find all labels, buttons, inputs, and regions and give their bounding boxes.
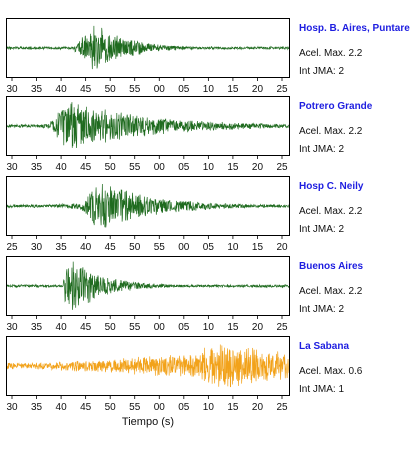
tick-label: 10 bbox=[227, 242, 239, 252]
tick-label: 45 bbox=[80, 84, 92, 94]
tick-label: 50 bbox=[105, 402, 117, 412]
int-jma-label: Int JMA: 2 bbox=[299, 224, 345, 235]
waveform-trace bbox=[7, 25, 289, 70]
tick-label: 40 bbox=[56, 84, 68, 94]
tick-label: 55 bbox=[129, 402, 141, 412]
tick-label: 10 bbox=[203, 322, 215, 332]
tick-label: 05 bbox=[178, 322, 190, 332]
tick-label: 00 bbox=[154, 162, 166, 172]
tick-label: 15 bbox=[227, 162, 239, 172]
tick-label: 40 bbox=[56, 402, 68, 412]
time-axis: 30 35 40 45 50 55 00 05 10 15 20 25 bbox=[6, 78, 288, 94]
tick-label: 40 bbox=[56, 162, 68, 172]
tick-label: 55 bbox=[129, 84, 141, 94]
tick-label: 35 bbox=[31, 402, 43, 412]
time-axis: 25 30 35 40 45 50 55 00 05 10 15 20 bbox=[6, 236, 288, 252]
waveform-trace bbox=[7, 344, 289, 388]
tick-label: 00 bbox=[154, 402, 166, 412]
tick-label: 15 bbox=[252, 242, 264, 252]
tick-label: 30 bbox=[6, 84, 18, 94]
tick-label: 05 bbox=[178, 162, 190, 172]
tick-label: 40 bbox=[56, 322, 68, 332]
int-jma-label: Int JMA: 2 bbox=[299, 304, 345, 315]
station-name: Buenos Aires bbox=[299, 261, 364, 272]
time-axis: 30 35 40 45 50 55 00 05 10 15 20 25 bbox=[6, 396, 288, 412]
int-jma-label: Int JMA: 2 bbox=[299, 66, 345, 77]
tick-label: 35 bbox=[31, 84, 43, 94]
x-axis-label: Tiempo (s) bbox=[121, 416, 175, 428]
tick-label: 45 bbox=[80, 402, 92, 412]
tick-label: 35 bbox=[31, 162, 43, 172]
tick-label: 30 bbox=[6, 322, 18, 332]
int-jma-label: Int JMA: 1 bbox=[299, 384, 345, 395]
acel-max-label: Acel. Max. 2.2 bbox=[299, 286, 363, 297]
station-name: Hosp. B. Aires, Puntare bbox=[299, 23, 410, 34]
tick-label: 25 bbox=[276, 322, 288, 332]
tick-label: 20 bbox=[252, 84, 264, 94]
tick-label: 45 bbox=[105, 242, 117, 252]
waveform-svg bbox=[7, 102, 289, 149]
tick-label: 10 bbox=[203, 402, 215, 412]
tick-label: 25 bbox=[276, 402, 288, 412]
tick-label: 00 bbox=[154, 84, 166, 94]
tick-label: 00 bbox=[178, 242, 190, 252]
waveform-svg bbox=[7, 261, 289, 310]
tick-label: 30 bbox=[6, 402, 18, 412]
acel-max-label: Acel. Max. 2.2 bbox=[299, 206, 363, 217]
waveform-svg bbox=[7, 344, 289, 388]
waveform-trace bbox=[7, 102, 289, 149]
tick-label: 25 bbox=[276, 84, 288, 94]
tick-label: 45 bbox=[80, 322, 92, 332]
tick-label: 25 bbox=[276, 162, 288, 172]
waveform-svg bbox=[7, 184, 289, 228]
acel-max-label: Acel. Max. 2.2 bbox=[299, 48, 363, 59]
tick-label: 35 bbox=[56, 242, 68, 252]
tick-label: 20 bbox=[252, 322, 264, 332]
waveform-panel-4 bbox=[6, 256, 290, 316]
acel-max-label: Acel. Max. 2.2 bbox=[299, 126, 363, 137]
tick-label: 35 bbox=[31, 322, 43, 332]
tick-label: 25 bbox=[6, 242, 18, 252]
waveform-panel-2 bbox=[6, 96, 290, 156]
tick-label: 55 bbox=[129, 322, 141, 332]
tick-label: 05 bbox=[178, 84, 190, 94]
tick-label: 20 bbox=[252, 162, 264, 172]
tick-label: 10 bbox=[203, 84, 215, 94]
time-axis: 30 35 40 45 50 55 00 05 10 15 20 25 bbox=[6, 156, 288, 172]
waveform-panel-3 bbox=[6, 176, 290, 236]
tick-label: 00 bbox=[154, 322, 166, 332]
tick-label: 55 bbox=[154, 242, 166, 252]
tick-label: 50 bbox=[129, 242, 141, 252]
int-jma-label: Int JMA: 2 bbox=[299, 144, 345, 155]
tick-label: 15 bbox=[227, 322, 239, 332]
waveform-panel-1 bbox=[6, 18, 290, 78]
tick-label: 50 bbox=[105, 322, 117, 332]
tick-label: 45 bbox=[80, 162, 92, 172]
tick-label: 30 bbox=[31, 242, 43, 252]
tick-label: 40 bbox=[80, 242, 92, 252]
tick-label: 15 bbox=[227, 84, 239, 94]
waveform-trace bbox=[7, 184, 289, 228]
waveform-svg bbox=[7, 25, 289, 70]
station-name: Potrero Grande bbox=[299, 101, 373, 112]
tick-label: 05 bbox=[178, 402, 190, 412]
station-name: Hosp C. Neily bbox=[299, 181, 364, 192]
tick-label: 20 bbox=[276, 242, 288, 252]
tick-label: 50 bbox=[105, 84, 117, 94]
tick-label: 10 bbox=[203, 162, 215, 172]
waveform-panel-5 bbox=[6, 336, 290, 396]
station-name: La Sabana bbox=[299, 341, 350, 352]
tick-label: 20 bbox=[252, 402, 264, 412]
acel-max-label: Acel. Max. 0.6 bbox=[299, 366, 363, 377]
tick-label: 55 bbox=[129, 162, 141, 172]
tick-label: 15 bbox=[227, 402, 239, 412]
waveform-trace bbox=[7, 261, 289, 310]
tick-label: 50 bbox=[105, 162, 117, 172]
tick-label: 30 bbox=[6, 162, 18, 172]
tick-label: 05 bbox=[203, 242, 215, 252]
time-axis: 30 35 40 45 50 55 00 05 10 15 20 25 bbox=[6, 316, 288, 332]
